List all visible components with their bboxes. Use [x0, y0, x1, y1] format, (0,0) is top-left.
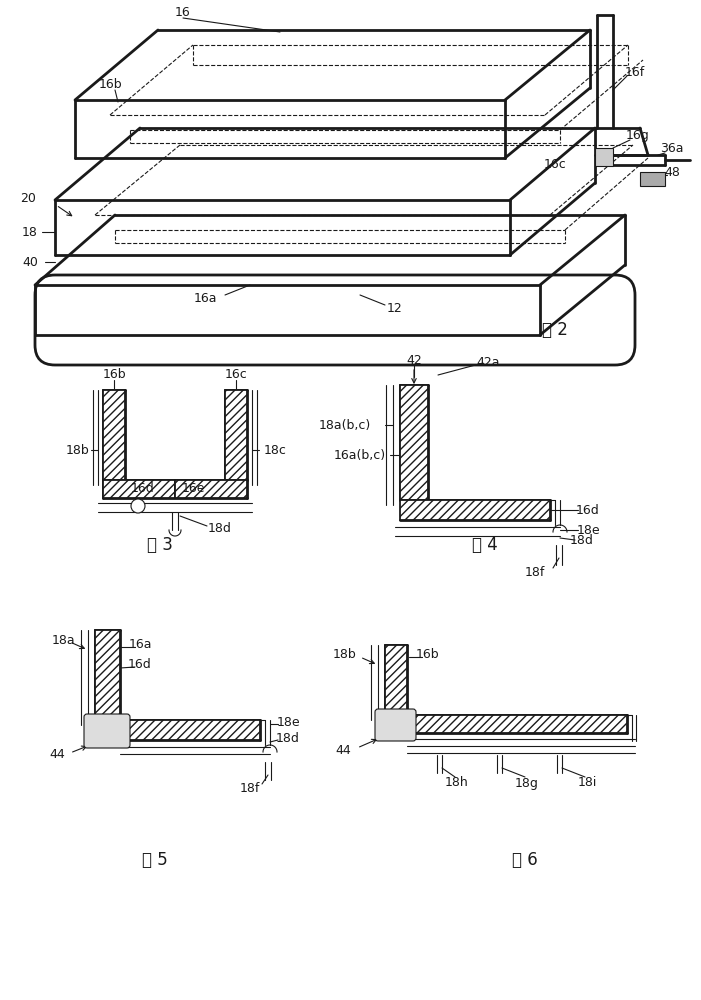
Text: 图 3: 图 3 [147, 536, 173, 554]
Bar [103, 480, 175, 498]
Bar [595, 148, 613, 166]
Bar [120, 720, 260, 740]
Text: 12: 12 [387, 302, 403, 314]
Text: 16b: 16b [102, 368, 125, 381]
Text: 44: 44 [49, 748, 65, 762]
Text: 18b: 18b [333, 648, 357, 662]
Bar [640, 172, 665, 186]
Text: 44: 44 [335, 744, 351, 758]
Bar [407, 715, 627, 733]
Text: 16f: 16f [625, 66, 645, 79]
Text: 18h: 18h [445, 776, 469, 790]
Text: 18d: 18d [570, 534, 594, 546]
Bar [400, 500, 550, 520]
Circle shape [131, 499, 145, 513]
Text: 18f: 18f [240, 782, 260, 794]
Text: 16c: 16c [543, 158, 566, 172]
Text: 16g: 16g [626, 128, 650, 141]
Text: 16b: 16b [98, 79, 122, 92]
Text: 16d: 16d [128, 658, 152, 672]
Text: 16d: 16d [131, 483, 155, 495]
Text: 18f: 18f [525, 566, 545, 578]
Text: 16: 16 [175, 5, 191, 18]
Text: 48: 48 [664, 165, 680, 178]
Text: 16e: 16e [182, 483, 205, 495]
Text: 18d: 18d [276, 732, 300, 744]
Text: 16a: 16a [128, 639, 151, 652]
Text: 18: 18 [22, 226, 38, 238]
Text: 36a: 36a [660, 141, 683, 154]
Text: 18d: 18d [208, 522, 232, 534]
Text: 42: 42 [406, 354, 422, 366]
Text: 18e: 18e [276, 716, 300, 728]
Text: 16a(b,c): 16a(b,c) [334, 448, 386, 462]
Text: 18a(b,c): 18a(b,c) [319, 418, 371, 432]
Text: 图 2: 图 2 [542, 321, 568, 339]
Text: 图 4: 图 4 [472, 536, 498, 554]
Text: 18c: 18c [264, 444, 287, 456]
Text: 18a: 18a [51, 634, 75, 647]
Text: 16a: 16a [193, 292, 217, 304]
Text: 16b: 16b [415, 648, 439, 662]
Bar [400, 385, 428, 500]
Text: 42a: 42a [476, 357, 500, 369]
FancyBboxPatch shape [35, 275, 635, 365]
Bar [175, 480, 247, 498]
Text: 16d: 16d [576, 504, 600, 516]
FancyBboxPatch shape [375, 709, 416, 741]
Text: 图 5: 图 5 [142, 851, 168, 869]
Bar [95, 630, 120, 720]
Bar [225, 390, 247, 480]
Text: 20: 20 [20, 192, 36, 205]
FancyBboxPatch shape [84, 714, 130, 748]
Text: 图 6: 图 6 [512, 851, 538, 869]
Bar [103, 390, 125, 480]
Text: 18e: 18e [576, 524, 600, 536]
Text: 16c: 16c [224, 368, 247, 381]
Text: 18i: 18i [578, 776, 597, 790]
Text: 40: 40 [22, 255, 38, 268]
Text: 18b: 18b [66, 444, 90, 456]
Bar [385, 645, 407, 715]
Text: 18g: 18g [515, 776, 539, 790]
